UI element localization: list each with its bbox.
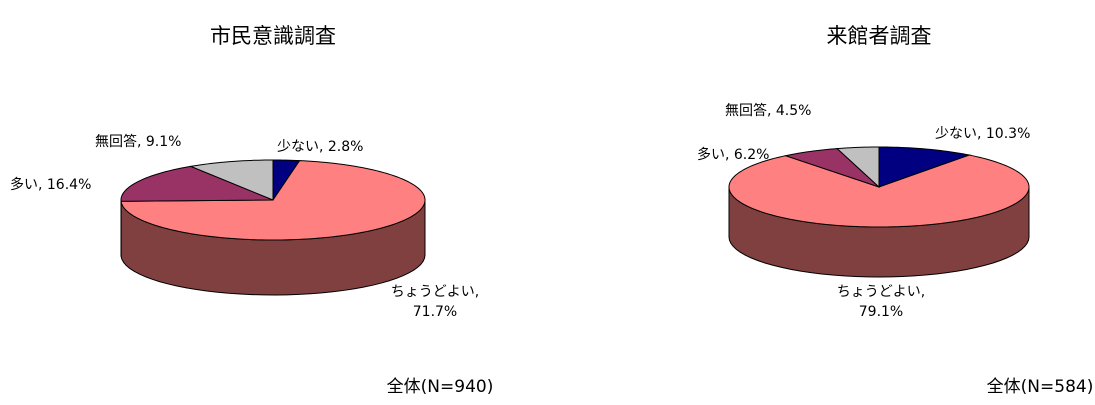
data-label: 無回答, 9.1% xyxy=(95,134,182,150)
data-label: ちょうどよい, 71.7% xyxy=(390,284,480,320)
data-label: 多い, 6.2% xyxy=(697,147,770,163)
data-label: ちょうどよい, 79.1% xyxy=(836,284,926,320)
chart-note: 全体(N=584) xyxy=(986,377,1094,397)
data-label: 多い, 16.4% xyxy=(10,177,92,193)
pie-slice xyxy=(836,146,880,189)
pie-slice xyxy=(728,154,1030,228)
chart-title: 来館者調査 xyxy=(826,24,932,48)
pie-slice xyxy=(783,148,880,188)
pie-slice xyxy=(120,165,274,202)
pie-slice xyxy=(188,159,274,201)
data-label: 無回答, 4.5% xyxy=(725,103,812,119)
data-label: 少ない, 10.3% xyxy=(935,126,1031,142)
chart-note: 全体(N=940) xyxy=(386,377,494,397)
data-label: 少ない, 2.8% xyxy=(277,139,364,155)
chart-title: 市民意識調査 xyxy=(210,24,336,48)
pie-slice xyxy=(878,146,972,188)
